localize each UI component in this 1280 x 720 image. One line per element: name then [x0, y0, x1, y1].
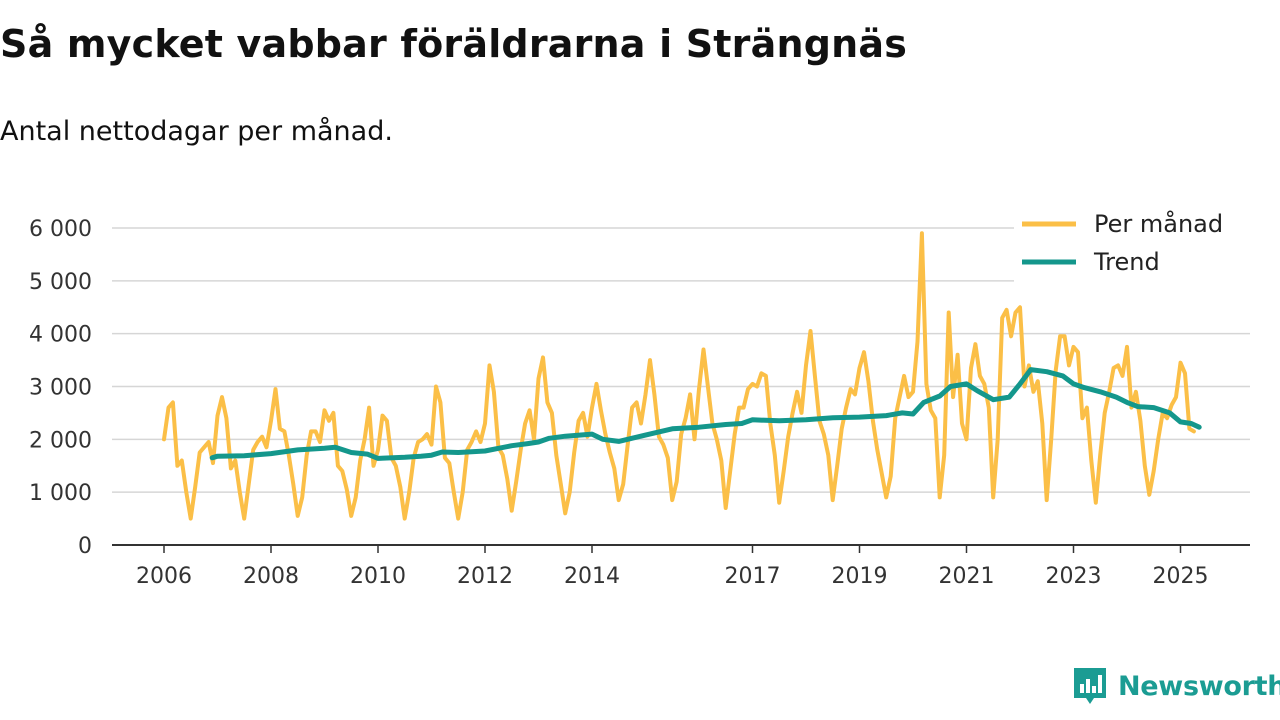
y-tick-label: 2 000 — [29, 428, 92, 453]
series-line-per-manad — [162, 231, 1196, 521]
legend-label: Per månad — [1094, 209, 1223, 238]
x-tick-label: 2014 — [564, 564, 620, 589]
legend: Per månad Trend — [1014, 204, 1250, 282]
chart-title: Så mycket vabbar föräldrarna i Strängnäs — [0, 22, 908, 66]
y-tick-label: 3 000 — [29, 376, 92, 401]
y-axis-tick-labels: 0 1 000 2 000 3 000 4 000 5 000 6 000 — [29, 217, 92, 559]
brand-name: Newsworthy — [1118, 670, 1280, 702]
x-tick-label: 2012 — [457, 564, 513, 589]
y-tick-label: 1 000 — [29, 481, 92, 506]
data-series — [162, 231, 1202, 521]
x-tick-label: 2010 — [350, 564, 406, 589]
x-tick-label: 2021 — [939, 564, 995, 589]
series-line-trend — [209, 367, 1202, 461]
x-tick-label: 2025 — [1153, 564, 1209, 589]
x-tick-label: 2019 — [832, 564, 888, 589]
legend-label: Trend — [1093, 248, 1160, 276]
x-tick-label: 2023 — [1046, 564, 1102, 589]
y-tick-label: 4 000 — [29, 323, 92, 348]
x-tick-label: 2008 — [243, 564, 299, 589]
newsworthy-brand: Newsworthy — [1072, 666, 1280, 706]
y-tick-label: 5 000 — [29, 270, 92, 295]
x-tick-label: 2006 — [136, 564, 192, 589]
bar-chart-logo-icon — [1074, 668, 1106, 704]
x-tick-label: 2017 — [725, 564, 781, 589]
legend-background — [1014, 204, 1250, 282]
x-axis: 2006 2008 2010 2012 2014 2017 2019 2021 2023 2025 — [112, 544, 1250, 589]
chart-subtitle: Antal nettodagar per månad. — [0, 116, 393, 147]
y-tick-label: 6 000 — [29, 217, 92, 242]
y-tick-label: 0 — [78, 534, 92, 559]
